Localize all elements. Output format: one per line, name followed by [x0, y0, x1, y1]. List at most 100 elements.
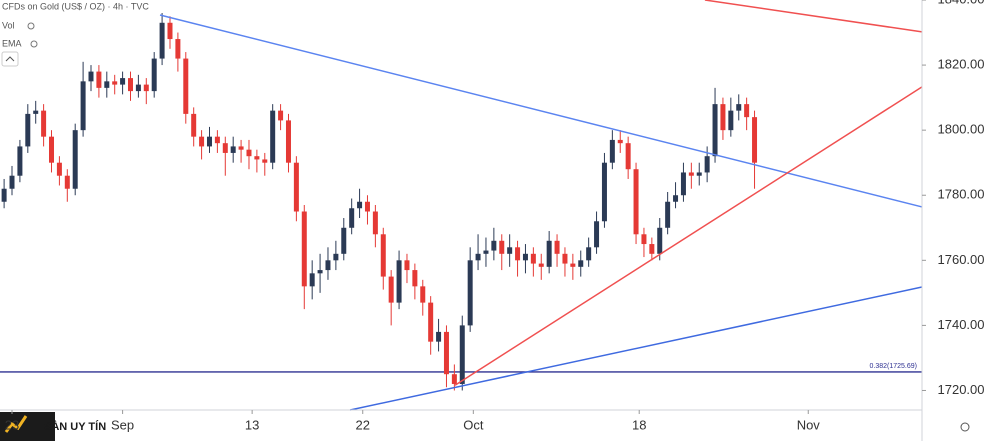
x-tick-label: 18 [632, 417, 646, 432]
candle-body [475, 253, 481, 261]
y-tick-label: 1800.00 [938, 122, 985, 137]
candle-body [372, 211, 378, 235]
candle-body [120, 78, 126, 85]
candle-body [325, 260, 331, 271]
candle-body [222, 143, 228, 153]
x-tick-label: 23 [5, 417, 19, 432]
candle-body [736, 104, 742, 111]
candle-body [633, 169, 639, 235]
trendline [704, 0, 923, 33]
eye-icon[interactable] [27, 22, 35, 30]
candle-body [285, 120, 291, 163]
candle-body [96, 71, 102, 88]
indicator-label[interactable]: EMA [2, 38, 22, 48]
candle-body [538, 263, 544, 267]
candle-body [609, 139, 615, 163]
candle-body [744, 104, 750, 118]
candle-body [301, 211, 307, 287]
candle-body [72, 130, 78, 189]
candle-body [238, 146, 244, 150]
collapse-icon [5, 56, 15, 62]
candle-body [64, 175, 70, 189]
chart-title: CFDs on Gold (US$ / OZ) · 4h · TVC [2, 1, 149, 11]
candle-body [436, 331, 442, 342]
x-tick-label: 22 [355, 417, 369, 432]
y-tick-label: 1820.00 [938, 57, 985, 72]
x-tick-label: 13 [245, 417, 259, 432]
candle-body [467, 260, 473, 326]
candle-body [546, 240, 552, 267]
collapse-button[interactable] [1, 51, 19, 67]
candle-body [507, 247, 513, 254]
candle-body [728, 110, 734, 131]
candle-body [483, 250, 489, 254]
candle-body [712, 104, 718, 157]
candle-body [246, 149, 252, 157]
settings-icon[interactable] [960, 422, 970, 432]
candle-body [112, 81, 118, 85]
candle-body [554, 240, 560, 254]
candle-body [293, 162, 299, 212]
candle-body [451, 374, 457, 384]
candle-body [49, 136, 55, 163]
candle-body [127, 78, 133, 92]
eye-icon[interactable] [30, 40, 38, 48]
candle-body [649, 244, 655, 254]
candle-body [270, 110, 276, 163]
fib-level-label: 0.382(1725.69) [870, 363, 917, 370]
candle-body [357, 201, 363, 209]
candle-body [491, 240, 497, 251]
candle-body [578, 260, 584, 267]
y-tick-label: 1840.00 [938, 0, 985, 6]
candle-body [191, 113, 197, 137]
candle-body [594, 221, 600, 248]
x-tick-label: Sep [111, 417, 134, 432]
candle-body [657, 227, 663, 254]
candle-body [341, 227, 347, 254]
candle-body [254, 156, 260, 160]
candle-body [25, 113, 31, 147]
candle-body [206, 136, 212, 147]
candle-body [641, 234, 647, 245]
candle-body [665, 201, 671, 228]
candle-body [104, 81, 110, 88]
y-tick-label: 1740.00 [938, 317, 985, 332]
candle-body [199, 136, 205, 147]
candle-body [17, 146, 23, 176]
watermark-icon [4, 415, 28, 433]
candle-body [522, 253, 528, 261]
candle-body [262, 159, 268, 163]
candle-body [41, 110, 47, 137]
candle-body [175, 39, 181, 59]
candle-body [135, 84, 141, 92]
candle-body [230, 146, 236, 153]
candle-body [364, 201, 370, 212]
candle-body [388, 276, 394, 303]
candle-body [9, 175, 15, 189]
trendline [159, 14, 923, 208]
candle-body [617, 139, 623, 144]
x-tick-label: Oct [463, 417, 484, 432]
indicator-label[interactable]: Vol [2, 20, 15, 30]
candle-body [317, 270, 323, 274]
candle-body [696, 172, 702, 176]
candle-body [159, 22, 165, 59]
candle-body [309, 273, 315, 287]
candle-body [530, 253, 536, 264]
candle-body [570, 263, 576, 267]
trendline [454, 86, 923, 386]
candle-body [625, 143, 631, 170]
candle-body [673, 195, 679, 202]
candle-body [278, 110, 284, 121]
candle-body [601, 162, 607, 222]
candle-body [443, 331, 449, 375]
candle-body [704, 156, 710, 173]
candle-body [562, 253, 568, 264]
candle-body [183, 58, 189, 114]
trendline [349, 286, 923, 411]
candle-body [349, 208, 355, 228]
watermark-text: SÀN UY TÍN [44, 420, 106, 433]
candle-body [586, 247, 592, 261]
candle-body [404, 260, 410, 271]
